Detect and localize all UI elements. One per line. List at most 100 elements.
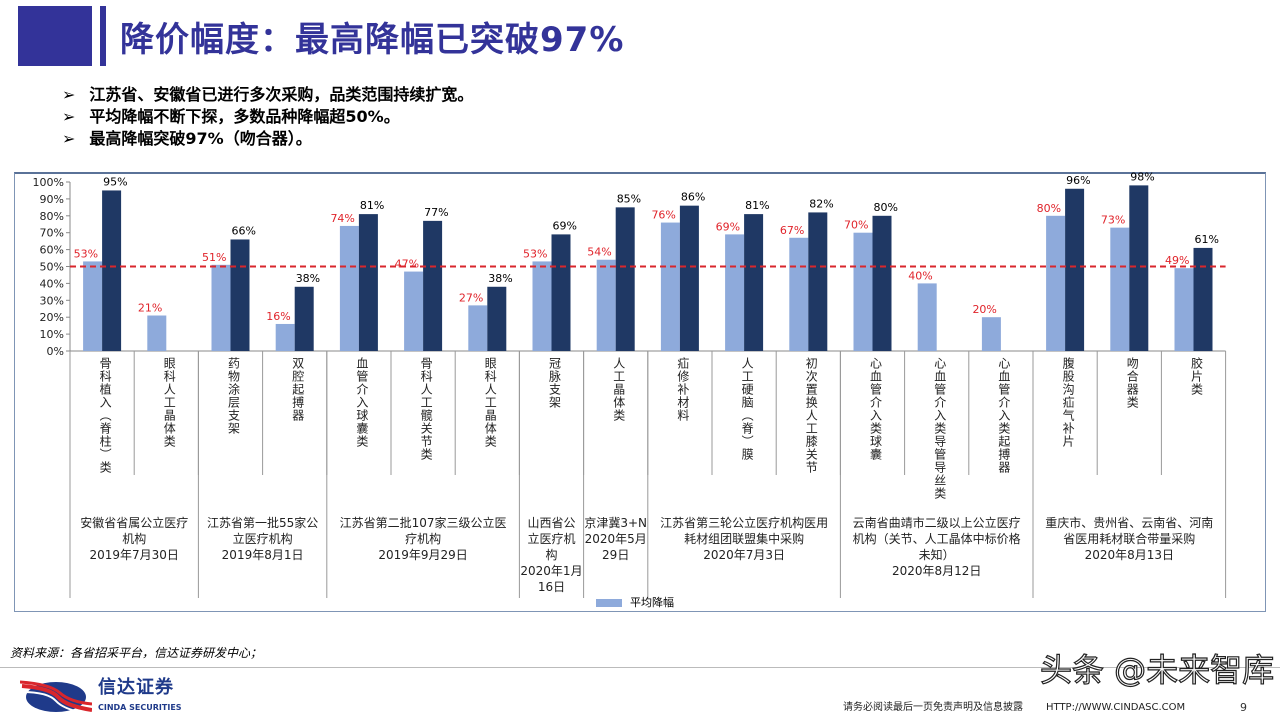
bar (917, 283, 937, 351)
logo-text-en: CINDA SECURITIES (98, 703, 182, 712)
category-label: 初次置换人工膝关节 (804, 357, 819, 474)
group-label-line: 机构 (122, 532, 147, 546)
data-label: 53% (523, 247, 547, 260)
data-label: 69% (553, 219, 577, 232)
data-label: 77% (424, 206, 448, 219)
group-label-line: 京津冀3+N (584, 516, 648, 530)
procurement-group-label: 重庆市、贵州省、云南省、河南 省医用耗材联合带量采购 2020年8月13日 (1033, 515, 1226, 563)
data-label: 76% (651, 209, 675, 222)
y-tick-label: 30% (40, 294, 64, 307)
bar (468, 305, 488, 351)
bar-chart: 0% 10% 20% 30% 40% 50% 60% 70% 80% 90% 100% 53% 21% 5… (33, 170, 1227, 598)
bar (358, 214, 378, 351)
group-label-line: 安徽省省属公立医疗 (80, 516, 189, 530)
website-link[interactable]: HTTP://WWW.CINDASC.COM (1046, 702, 1186, 713)
data-label: 66% (232, 224, 256, 237)
group-label-line: 2020年1月 (520, 564, 583, 578)
procurement-group-label: 京津冀3+N 2020年5月 29日 (584, 515, 648, 563)
group-label-line: 2020年8月12日 (891, 564, 982, 578)
y-tick-label: 60% (40, 244, 64, 257)
category-label: 疝修补材料 (675, 357, 690, 422)
category-label: 双腔起搏器 (290, 357, 305, 422)
procurement-group-label: 江苏省第一批55家公 立医疗机构 2019年8月1日 (198, 515, 326, 563)
group-label-line: 29日 (602, 548, 630, 562)
group-label-line: 构 (545, 548, 558, 562)
y-tick-label: 10% (40, 328, 64, 341)
category-label: 人工硬脑︵脊︶膜 (740, 357, 755, 461)
category-label: 骨科人工髋关节类 (419, 357, 434, 461)
group-label-line: 耗材组团联盟集中采购 (684, 532, 805, 546)
data-label: 69% (716, 220, 740, 233)
bar (853, 232, 873, 351)
group-label-line: 2019年7月30日 (89, 548, 179, 562)
data-label: 96% (1066, 174, 1090, 187)
bar (679, 205, 699, 351)
group-label-line: 省医用耗材联合带量采购 (1063, 532, 1196, 546)
category-label: 心血管介入类导管导丝类 (932, 357, 947, 500)
data-label: 81% (745, 199, 769, 212)
chart-legend: 平均降幅 (596, 596, 674, 610)
bar (294, 286, 314, 351)
group-label-line: 2020年8月13日 (1084, 548, 1175, 562)
group-label-line: 云南省曲靖市二级以上公立医疗 (852, 516, 1021, 530)
bar (423, 220, 443, 351)
title-decor-bar (100, 6, 106, 66)
bar (487, 286, 507, 351)
group-label-line: 机构（关节、人工晶体中标价格 (852, 532, 1021, 546)
group-label-line: 未知） (918, 548, 955, 562)
category-label: 药物涂层支架 (226, 357, 241, 435)
bar (532, 261, 552, 351)
watermark: 头条 @未来智库 (1039, 651, 1275, 689)
bar (339, 225, 359, 351)
data-label: 49% (1165, 254, 1189, 267)
bar (83, 261, 103, 351)
footer-divider (0, 667, 1280, 668)
bar (275, 323, 295, 351)
data-label: 40% (908, 269, 932, 282)
bar (660, 222, 680, 351)
bullet-text: 最高降幅突破97%（吻合器）。 (89, 129, 312, 148)
y-tick-label: 50% (40, 261, 64, 274)
logo-text-cn: 信达证券 (98, 677, 174, 698)
bullet-item: ➢ 江苏省、安徽省已进行多次采购，品类范围持续扩宽。 (62, 84, 473, 106)
y-tick-label: 80% (40, 210, 64, 223)
group-label-line: 立医疗机 (527, 532, 576, 546)
y-tick-label: 20% (40, 311, 64, 324)
group-label-line: 疗机构 (405, 532, 442, 546)
group-label-line: 江苏省第一批55家公 (206, 516, 319, 530)
group-label-line: 2019年9月29日 (378, 548, 468, 562)
group-label-line: 江苏省第三轮公立医疗机构医用 (660, 516, 829, 530)
group-label-line: 山西省公 (527, 516, 576, 530)
disclaimer: 请务必阅读最后一页免责声明及信息披露 (843, 702, 1023, 713)
category-label: 腹股沟疝气补片 (1061, 357, 1076, 448)
bullet-item: ➢ 最高降幅突破97%（吻合器）。 (62, 128, 473, 150)
data-label: 38% (488, 272, 512, 285)
data-label: 95% (103, 175, 127, 188)
data-label: 21% (138, 302, 162, 315)
bar (1129, 185, 1149, 351)
category-label: 心血管介入类球囊 (868, 357, 883, 461)
data-label: 51% (202, 251, 226, 264)
y-tick-label: 90% (40, 193, 64, 206)
y-tick-label: 40% (40, 277, 64, 290)
group-label-line: 2020年7月3日 (703, 548, 785, 562)
data-label: 54% (587, 246, 611, 259)
y-tick-label: 70% (40, 227, 64, 240)
bar (1174, 268, 1194, 351)
y-tick-label: 100% (33, 176, 64, 189)
source-note: 资料来源：各省招采平台，信达证券研发中心； (10, 646, 263, 660)
bar (725, 234, 745, 351)
arrow-bullet-icon: ➢ (62, 107, 76, 126)
data-label: 53% (74, 247, 98, 260)
bullet-text: 平均降幅不断下探，多数品种降幅超50%。 (89, 107, 400, 126)
bar (1193, 247, 1213, 351)
bar (404, 271, 424, 351)
category-label: 吻合器类 (1125, 357, 1140, 409)
bullet-item: ➢ 平均降幅不断下探，多数品种降幅超50%。 (62, 106, 473, 128)
data-label: 86% (681, 191, 705, 204)
bullet-list: ➢ 江苏省、安徽省已进行多次采购，品类范围持续扩宽。 ➢ 平均降幅不断下探，多数品种… (62, 84, 473, 150)
bar (789, 237, 809, 351)
group-label-line: 2020年5月 (584, 532, 647, 546)
procurement-group-label: 江苏省第二批107家三级公立医 疗机构 2019年9月29日 (327, 515, 520, 563)
data-label: 27% (459, 291, 483, 304)
